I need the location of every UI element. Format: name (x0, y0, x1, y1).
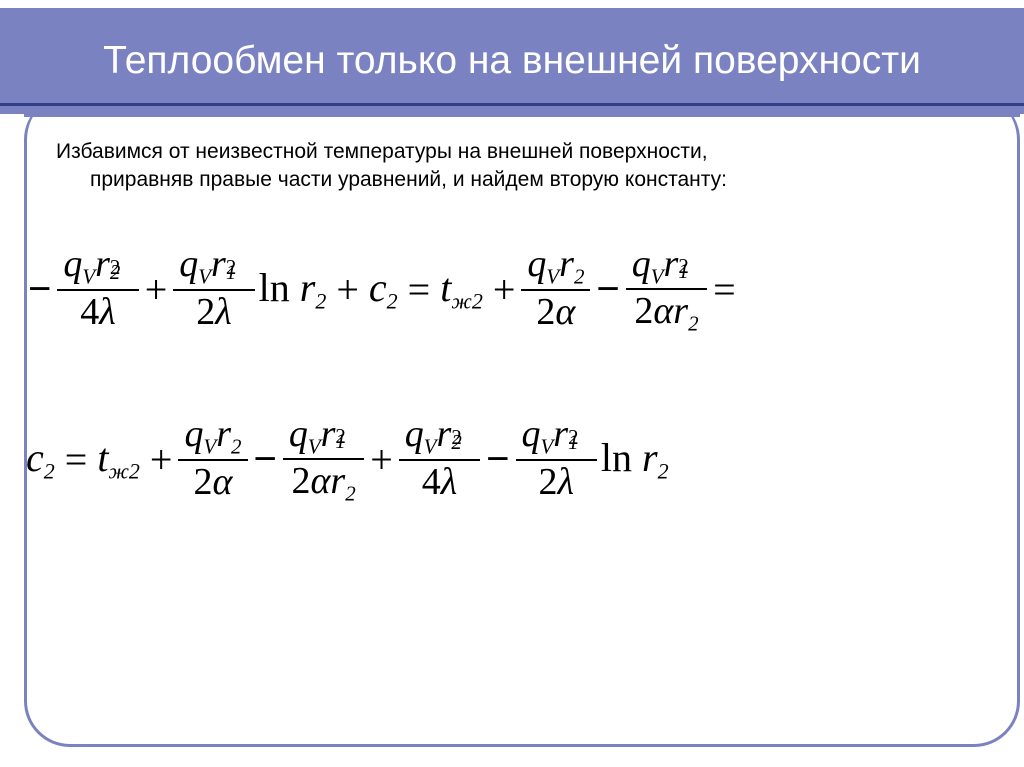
numerator: qVr21 (173, 243, 254, 288)
ln-term: ln r2 (597, 434, 673, 485)
minus-sign: − (480, 437, 515, 482)
equation-area: − qVr22 4λ + qVr21 2λ ln r2 + c2 = tж2 (22, 224, 1024, 524)
fraction: qVr21 2αr2 (626, 243, 707, 336)
fraction: qVr21 2λ (173, 243, 254, 334)
plus-sign: + (330, 266, 365, 313)
slide-title: Теплообмен только на внешней поверхности (103, 37, 921, 86)
numerator: qVr2 (178, 413, 247, 458)
equation-line-2: c2 = tж2 + qVr2 2α − qVr21 2αr2 + (22, 394, 1024, 524)
t-zh2: tж2 (436, 264, 487, 315)
minus-sign: − (248, 437, 283, 482)
fraction: qVr21 2λ (516, 413, 597, 504)
denominator: 4λ (416, 461, 463, 505)
denominator: 2αr2 (285, 460, 361, 505)
minus-sign: − (590, 267, 625, 312)
equation-line-1: − qVr22 4λ + qVr21 2λ ln r2 + c2 = tж2 (22, 224, 1024, 354)
equals-sign: = (59, 436, 94, 483)
denominator: 2λ (532, 461, 579, 505)
fraction: qVr22 4λ (399, 413, 480, 504)
title-band: Теплообмен только на внешней поверхности (0, 8, 1024, 114)
equals-sign: = (402, 266, 437, 313)
plus-sign: + (487, 266, 522, 313)
fraction: qVr22 4λ (57, 243, 138, 334)
body-line-1: Избавимся от неизвестной температуры на … (56, 140, 708, 163)
equals-sign: = (707, 266, 742, 313)
slide: Теплообмен только на внешней поверхности… (0, 0, 1024, 767)
plus-sign: + (139, 266, 174, 313)
plus-sign: + (144, 436, 179, 483)
title-underline (0, 103, 1024, 106)
numerator: qVr2 (521, 243, 590, 288)
c2-term: c2 (365, 264, 402, 315)
c2-term: c2 (22, 434, 59, 485)
fraction: qVr2 2α (521, 243, 590, 334)
numerator: qVr22 (399, 413, 480, 458)
minus-sign: − (22, 267, 57, 312)
denominator: 2αr2 (628, 290, 704, 335)
fraction: qVr2 2α (178, 413, 247, 504)
numerator: qVr21 (516, 413, 597, 458)
plus-sign: + (364, 436, 399, 483)
t-zh2: tж2 (93, 434, 144, 485)
denominator: 2α (530, 291, 581, 335)
fraction: qVr21 2αr2 (283, 413, 364, 506)
denominator: 4λ (74, 291, 121, 335)
denominator: 2α (188, 461, 239, 505)
numerator: qVr21 (283, 413, 364, 458)
ln-term: ln r2 (255, 264, 331, 315)
body-line-2: приравняв правые части уравнений, и найд… (56, 166, 984, 194)
body-text: Избавимся от неизвестной температуры на … (56, 138, 984, 195)
numerator: qVr22 (57, 243, 138, 288)
denominator: 2λ (190, 291, 237, 335)
numerator: qVr21 (626, 243, 707, 288)
